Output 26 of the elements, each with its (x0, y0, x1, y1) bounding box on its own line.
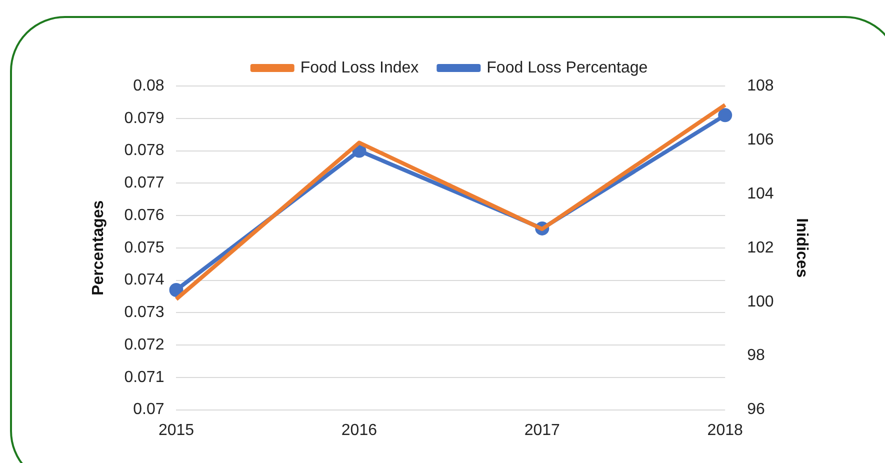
x-tick-label: 2015 (158, 422, 194, 439)
y-tick-label: 0.07 (133, 401, 164, 418)
y-tick-label: 0.072 (124, 336, 164, 354)
y2-tick-label: 102 (747, 239, 774, 256)
y2-tick-label: 104 (747, 185, 774, 202)
legend-label: Food Loss Index (300, 59, 419, 76)
y-tick-label: 0.077 (124, 174, 164, 192)
y-tick-label: 0.075 (124, 239, 164, 256)
y-tick-label: 0.071 (124, 368, 164, 386)
y-tick-label: 0.078 (124, 142, 164, 160)
y2-axis-title: Inidices (792, 218, 810, 278)
y2-tick-label: 98 (747, 347, 766, 364)
y-tick-label: 0.074 (124, 272, 164, 289)
legend-label: Food Loss Percentage (486, 59, 648, 76)
y2-tick-label: 108 (747, 77, 774, 94)
y2-tick-label: 100 (747, 293, 774, 310)
x-tick-label: 2016 (341, 422, 378, 439)
y-axis-title: Percentages (90, 200, 108, 296)
x-tick-label: 2018 (707, 422, 744, 439)
y-tick-label: 0.076 (124, 206, 164, 224)
y2-tick-label: 106 (747, 131, 774, 148)
y-tick-label: 0.079 (124, 110, 164, 127)
y2-tick-label: 96 (747, 401, 766, 418)
y-tick-label: 0.08 (133, 77, 164, 94)
y-tick-label: 0.073 (124, 304, 164, 322)
x-tick-label: 2017 (524, 422, 560, 439)
